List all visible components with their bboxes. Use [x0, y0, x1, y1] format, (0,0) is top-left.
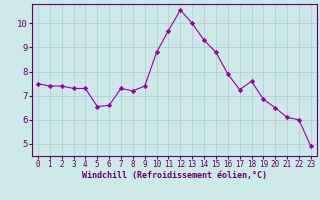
X-axis label: Windchill (Refroidissement éolien,°C): Windchill (Refroidissement éolien,°C): [82, 171, 267, 180]
